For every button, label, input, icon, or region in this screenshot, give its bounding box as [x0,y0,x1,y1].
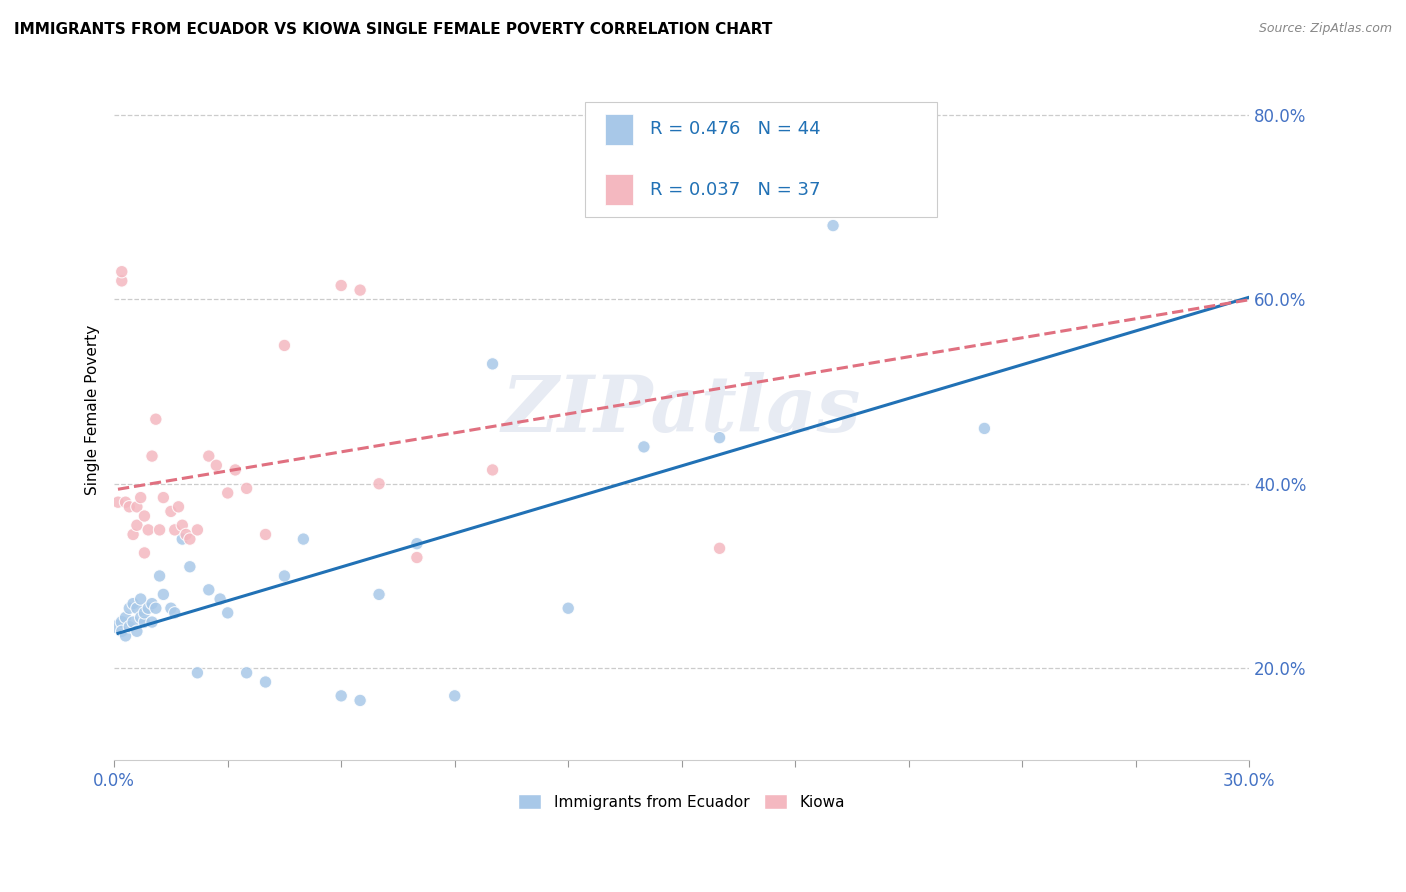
Point [217,486,239,500]
Point [224,463,246,477]
Point [197,582,219,597]
Text: R = 0.037   N = 37: R = 0.037 N = 37 [650,180,821,199]
Point [134,546,156,560]
Point [292,532,315,546]
Point [633,440,655,454]
Point [136,523,159,537]
Legend: Immigrants from Ecuador, Kiowa: Immigrants from Ecuador, Kiowa [512,788,851,816]
Point [186,523,208,537]
Point [160,601,183,615]
Point [134,606,156,620]
Bar [605,113,633,145]
Point [114,610,136,624]
Point [141,597,163,611]
Point [186,665,208,680]
Point [125,601,148,615]
Point [107,620,129,634]
Point [134,615,156,629]
Text: IMMIGRANTS FROM ECUADOR VS KIOWA SINGLE FEMALE POVERTY CORRELATION CHART: IMMIGRANTS FROM ECUADOR VS KIOWA SINGLE … [14,22,772,37]
Point [152,491,174,505]
Point [368,476,391,491]
Point [125,624,148,639]
Point [141,449,163,463]
Bar [605,174,633,205]
Point [118,620,141,634]
Point [217,606,239,620]
Point [235,665,257,680]
Point [163,606,186,620]
Point [481,463,503,477]
Point [172,532,194,546]
Point [273,569,295,583]
FancyBboxPatch shape [585,102,938,218]
Point [406,550,429,565]
Point [152,587,174,601]
Point [118,500,141,514]
Point [129,610,152,624]
Point [129,592,152,607]
Point [205,458,228,473]
Point [481,357,503,371]
Point [122,597,145,611]
Point [709,541,731,556]
Point [557,601,579,615]
Point [114,495,136,509]
Text: R = 0.476   N = 44: R = 0.476 N = 44 [650,120,821,138]
Point [172,518,194,533]
Point [114,629,136,643]
Text: ZIPatlas: ZIPatlas [502,372,862,449]
Point [174,527,197,541]
Point [145,601,167,615]
Point [709,431,731,445]
Point [823,219,845,233]
Point [122,527,145,541]
Point [129,491,152,505]
Point [167,500,190,514]
Point [134,509,156,524]
Point [349,283,371,297]
Point [111,274,134,288]
Point [273,338,295,352]
Point [111,624,134,639]
Point [330,278,353,293]
Point [209,592,232,607]
Point [406,537,429,551]
Text: Source: ZipAtlas.com: Source: ZipAtlas.com [1258,22,1392,36]
Point [163,523,186,537]
Point [254,527,277,541]
Point [160,504,183,518]
Point [122,615,145,629]
Point [107,495,129,509]
Point [179,559,201,574]
Point [111,615,134,629]
Point [111,265,134,279]
Point [330,689,353,703]
Point [118,601,141,615]
Point [197,449,219,463]
Point [145,412,167,426]
Point [141,615,163,629]
Point [443,689,465,703]
Point [179,532,201,546]
Point [125,518,148,533]
Point [633,200,655,214]
Point [136,601,159,615]
Point [149,569,172,583]
Point [368,587,391,601]
Point [149,523,172,537]
Y-axis label: Single Female Poverty: Single Female Poverty [86,325,100,495]
Point [973,421,995,435]
Point [235,481,257,495]
Point [254,675,277,690]
Point [125,500,148,514]
Point [349,693,371,707]
